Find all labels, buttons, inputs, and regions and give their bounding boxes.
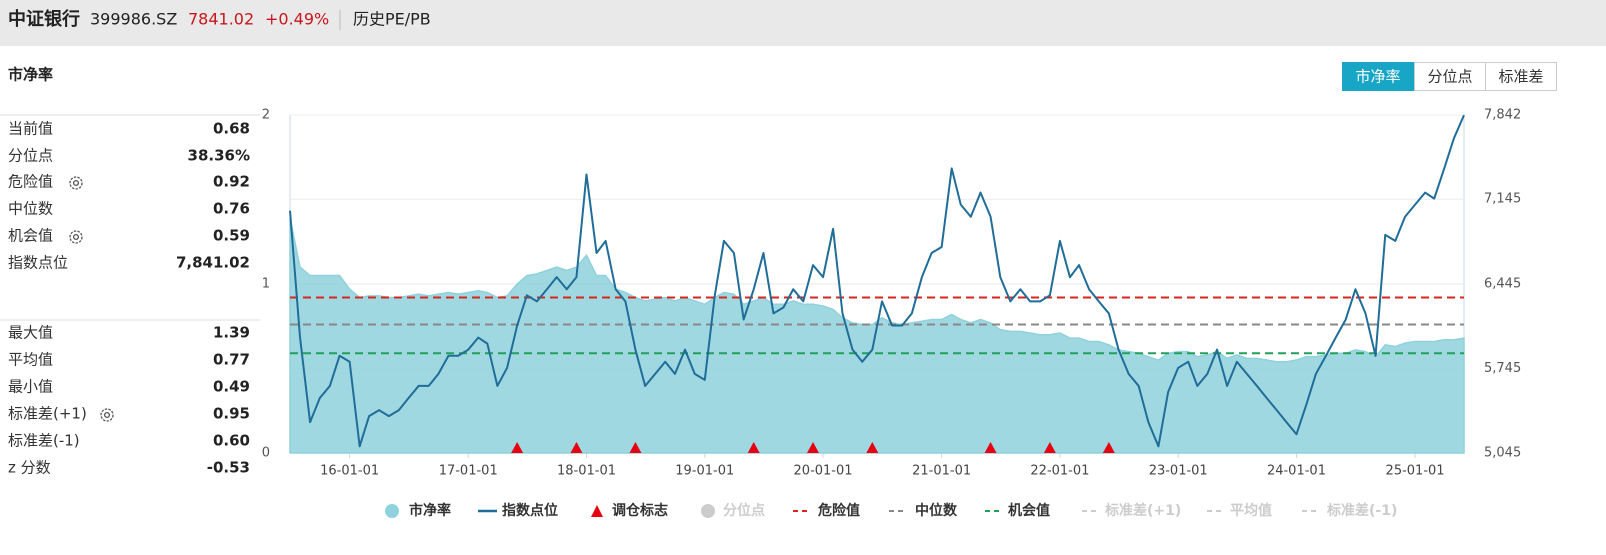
settings-icons bbox=[69, 176, 114, 422]
stat-label: 危险值 bbox=[8, 173, 53, 191]
stat-label: 最大值 bbox=[8, 324, 53, 342]
legend-label[interactable]: 指数点位 bbox=[502, 502, 558, 519]
section-title: 市净率 bbox=[8, 66, 53, 84]
y2-tick-label: 7,145 bbox=[1484, 192, 1521, 207]
gear-icon[interactable] bbox=[69, 176, 83, 190]
stat-value: -0.53 bbox=[207, 459, 250, 477]
index-change: +0.49% bbox=[265, 10, 329, 29]
gear-icon[interactable] bbox=[100, 408, 114, 422]
legend-label[interactable]: 危险值 bbox=[817, 502, 860, 519]
x-tick-label: 21-01-01 bbox=[912, 464, 971, 479]
stat-value: 0.77 bbox=[213, 351, 250, 369]
x-tick-label: 24-01-01 bbox=[1267, 464, 1326, 479]
index-price: 7841.02 bbox=[188, 10, 254, 29]
area bbox=[289, 217, 1465, 454]
stat-value: 0.59 bbox=[213, 227, 250, 245]
y-tick-label: 1 bbox=[262, 277, 270, 292]
legend-label[interactable]: 调仓标志 bbox=[612, 502, 668, 519]
y-tick-label: 0 bbox=[262, 446, 270, 461]
legend-label[interactable]: 机会值 bbox=[1008, 502, 1050, 519]
toggle-button[interactable] bbox=[1485, 62, 1557, 91]
legend-label[interactable]: 分位点 bbox=[723, 502, 765, 519]
stat-label: 平均值 bbox=[8, 351, 53, 369]
rebalance-marker bbox=[629, 442, 642, 453]
x-tick-label: 23-01-01 bbox=[1149, 464, 1208, 479]
stat-value: 0.76 bbox=[213, 200, 250, 218]
stat-label: 指数点位 bbox=[8, 254, 68, 272]
x-tick-label: 16-01-01 bbox=[320, 464, 379, 479]
x-tick-label: 17-01-01 bbox=[439, 464, 498, 479]
legend-label[interactable]: 平均值 bbox=[1230, 502, 1272, 519]
y-tick-label: 2 bbox=[262, 108, 270, 123]
rebalance-marker bbox=[807, 442, 820, 453]
toggle-button-label[interactable]: 市净率 bbox=[1355, 68, 1400, 86]
stat-value: 0.68 bbox=[213, 120, 250, 138]
x-tick-label: 18-01-01 bbox=[557, 464, 616, 479]
y2-tick-label: 5,045 bbox=[1484, 446, 1521, 461]
stat-value: 0.60 bbox=[213, 432, 250, 450]
stat-value: 0.95 bbox=[213, 405, 250, 423]
rebalance-marker bbox=[1043, 442, 1056, 453]
page-tab[interactable]: 历史PE/PB bbox=[353, 10, 431, 29]
line bbox=[289, 114, 1465, 448]
legend-icon[interactable] bbox=[701, 504, 715, 518]
rebalance-marker bbox=[747, 442, 760, 453]
legend-icon[interactable] bbox=[591, 505, 603, 517]
y2-tick-label: 5,745 bbox=[1484, 361, 1521, 376]
legend-label[interactable]: 中位数 bbox=[915, 502, 958, 519]
legend-label[interactable]: 标准差(-1) bbox=[1326, 502, 1397, 519]
rebalance-marker bbox=[511, 442, 524, 453]
rebalance-marker bbox=[1102, 442, 1115, 453]
legend-label[interactable]: 市净率 bbox=[409, 502, 451, 519]
toggle-button[interactable] bbox=[1342, 62, 1414, 91]
stat-label: 中位数 bbox=[8, 200, 53, 218]
stat-label: 机会值 bbox=[8, 227, 53, 245]
y2-tick-label: 7,842 bbox=[1484, 108, 1521, 123]
legend-label[interactable]: 标准差(+1) bbox=[1104, 502, 1181, 519]
rebalance-marker bbox=[984, 442, 997, 453]
rebalance-marker bbox=[570, 442, 583, 453]
gear-icon[interactable] bbox=[69, 230, 83, 244]
y2-tick-label: 6,445 bbox=[1484, 276, 1521, 291]
stat-label: 分位点 bbox=[8, 147, 53, 165]
index-name: 中证银行 bbox=[8, 8, 80, 30]
stat-value: 0.49 bbox=[213, 378, 250, 396]
toggle-button-label[interactable]: 标准差 bbox=[1498, 68, 1543, 86]
stat-label: 最小值 bbox=[8, 378, 53, 396]
x-tick-label: 22-01-01 bbox=[1030, 464, 1089, 479]
x-tick-label: 20-01-01 bbox=[794, 464, 853, 479]
stat-value: 0.92 bbox=[213, 173, 250, 191]
stat-label: z 分数 bbox=[8, 459, 51, 477]
stat-value: 38.36% bbox=[188, 147, 250, 165]
x-tick-label: 25-01-01 bbox=[1386, 464, 1445, 479]
toggle-button-label[interactable]: 分位点 bbox=[1427, 68, 1472, 86]
rebalance-marker bbox=[866, 442, 879, 453]
stat-label: 当前值 bbox=[8, 120, 53, 138]
header-bar bbox=[0, 0, 1606, 46]
stat-value: 1.39 bbox=[213, 324, 250, 342]
index-code: 399986.SZ bbox=[90, 10, 177, 29]
stat-label: 标准差(+1) bbox=[8, 405, 87, 423]
legend-icon[interactable] bbox=[385, 504, 399, 518]
stat-value: 7,841.02 bbox=[176, 254, 250, 272]
x-tick-label: 19-01-01 bbox=[675, 464, 734, 479]
stat-label: 标准差(-1) bbox=[8, 432, 80, 450]
